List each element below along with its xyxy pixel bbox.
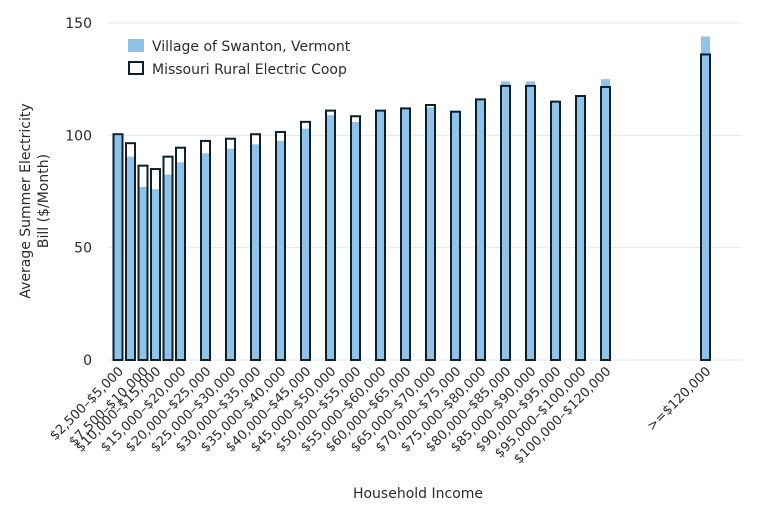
x-tick-label: >=$120,000 <box>644 364 714 434</box>
bar-missouri <box>475 98 486 362</box>
bar-swanton <box>451 110 460 361</box>
bars <box>112 36 711 362</box>
bar-swanton <box>276 140 285 360</box>
bar-swanton <box>501 81 510 360</box>
bar-missouri <box>200 139 211 361</box>
bar-missouri <box>600 86 611 361</box>
bar-missouri <box>575 95 586 362</box>
bar-swanton <box>701 36 710 360</box>
bar-swanton <box>151 189 160 360</box>
bar-swanton <box>301 128 310 360</box>
bar-swanton <box>138 187 148 360</box>
y-tick-label: 100 <box>65 128 92 144</box>
bar-swanton <box>551 101 560 360</box>
bar-missouri <box>325 109 336 362</box>
bar-swanton <box>326 115 335 360</box>
bar-missouri <box>275 130 286 361</box>
bar-swanton <box>226 148 235 360</box>
bar-missouri <box>525 84 536 361</box>
bar-swanton <box>401 108 410 360</box>
y-tick-label: 150 <box>65 16 92 32</box>
bar-swanton <box>576 96 585 361</box>
bar-swanton <box>201 153 210 360</box>
bar-missouri <box>700 53 711 361</box>
bar-missouri <box>375 109 386 362</box>
bar-swanton <box>163 174 173 360</box>
bar-swanton <box>601 79 610 361</box>
bar-swanton <box>113 135 123 360</box>
bar-missouri <box>350 115 361 361</box>
bar-swanton <box>351 121 360 360</box>
bar-swanton <box>176 162 185 360</box>
bar-missouri <box>137 164 149 361</box>
legend-swatch-swanton <box>128 39 144 52</box>
y-tick-label: 0 <box>83 353 92 369</box>
bar-missouri <box>112 133 124 361</box>
bar-swanton <box>126 156 135 360</box>
bar-swanton <box>376 110 385 361</box>
legend-label-swanton: Village of Swanton, Vermont <box>152 39 351 55</box>
bar-swanton <box>476 99 485 361</box>
legend: Village of Swanton, Vermont Missouri Rur… <box>128 39 351 78</box>
y-tick-label: 50 <box>74 241 92 257</box>
bar-missouri <box>425 104 436 362</box>
bar-swanton <box>526 81 535 360</box>
bar-missouri <box>175 146 186 361</box>
x-axis-title: Household Income <box>353 486 483 502</box>
bar-missouri <box>162 155 174 361</box>
bar-missouri <box>125 142 136 361</box>
bar-missouri <box>150 168 161 361</box>
x-axis-ticks: $2,500–$5,000$7,500–$10,000$10,000–$15,0… <box>47 364 714 467</box>
y-axis-title: Average Summer Electricity Bill ($/Month) <box>18 103 52 298</box>
legend-swatch-missouri <box>128 61 144 75</box>
bar-missouri <box>450 110 461 361</box>
bar-swanton <box>426 107 435 360</box>
bar-missouri <box>225 137 236 361</box>
legend-label-missouri: Missouri Rural Electric Coop <box>152 62 347 78</box>
bar-missouri <box>550 100 561 361</box>
bar-missouri <box>250 133 261 361</box>
bar-missouri <box>400 107 411 361</box>
bar-missouri <box>500 84 511 361</box>
bar-swanton <box>251 144 260 360</box>
y-axis-ticks: 0 50 100 150 <box>65 16 92 369</box>
bar-missouri <box>300 120 311 361</box>
